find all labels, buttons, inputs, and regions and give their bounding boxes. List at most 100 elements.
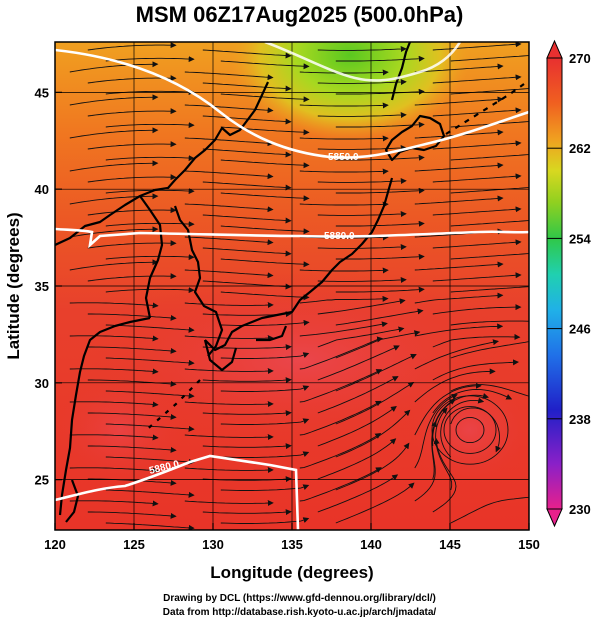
streamline-95 <box>105 254 195 261</box>
streamline-31 <box>202 115 292 125</box>
streamline-3 <box>432 42 522 51</box>
streamline-69 <box>566 186 599 193</box>
streamline-36 <box>220 126 310 136</box>
streamline-206 <box>184 500 274 507</box>
streamline-143 <box>450 341 529 359</box>
streamline-51 <box>220 159 310 169</box>
coastlines <box>55 42 525 523</box>
streamline-126 <box>220 319 310 326</box>
streamline-192 <box>299 433 382 469</box>
streamline-0 <box>87 42 177 51</box>
streamline-68 <box>450 187 529 194</box>
streamline-147 <box>299 336 384 370</box>
colorbar-top-cap <box>546 39 563 59</box>
streamline-97 <box>335 253 425 260</box>
streamline-55 <box>69 160 159 172</box>
streamline-180 <box>87 445 177 453</box>
streamline-186 <box>220 451 310 458</box>
streamline-50 <box>105 155 195 162</box>
streamline-60 <box>87 174 177 183</box>
streamline-57 <box>299 168 389 175</box>
streamline-26 <box>184 104 274 114</box>
streamline-105 <box>87 273 177 282</box>
streamline-151 <box>202 377 292 384</box>
streamline-195 <box>87 478 177 486</box>
streamline-156 <box>220 385 310 392</box>
streamline-44 <box>530 132 599 138</box>
streamline-197 <box>317 438 397 480</box>
geopotential-contours <box>55 42 529 530</box>
streamline-104 <box>530 264 599 270</box>
streamline-134 <box>530 336 599 340</box>
streamline-84 <box>566 219 599 226</box>
cyclone-ring-1 <box>443 406 497 454</box>
streamline-70 <box>69 193 159 205</box>
streamline-142 <box>335 330 421 359</box>
streamline-108 <box>432 272 522 282</box>
streamline-28 <box>414 96 504 106</box>
streamline-85 <box>69 226 159 238</box>
streamline-100 <box>69 259 159 271</box>
streamline-204 <box>566 475 599 490</box>
streamline-81 <box>220 225 310 235</box>
streamline-144 <box>566 343 599 358</box>
streamline-194 <box>530 464 599 472</box>
streamline-163 <box>414 368 496 403</box>
streamline-17 <box>317 79 407 86</box>
streamline-179 <box>530 435 599 446</box>
streamline-176 <box>184 434 274 441</box>
colorbar-gradient <box>546 57 563 510</box>
x-tick-label-2: 130 <box>202 537 224 552</box>
streamline-113 <box>450 286 529 293</box>
contour-5880-line-south <box>55 454 300 530</box>
streamline-110 <box>105 287 195 294</box>
streamline-193 <box>414 394 458 469</box>
streamline-48 <box>432 140 522 150</box>
streamline-211 <box>202 509 292 516</box>
streamline-8 <box>450 55 529 62</box>
streamline-93 <box>432 239 522 249</box>
streamline-140 <box>105 357 195 366</box>
streamline-37 <box>335 121 425 128</box>
streamline-59 <box>530 165 599 171</box>
streamline-92 <box>317 244 407 251</box>
streamline-148 <box>414 339 499 370</box>
streamline-65 <box>105 188 195 195</box>
streamline-138 <box>432 333 521 348</box>
streamline-42 <box>299 135 389 142</box>
streamline-46 <box>202 148 292 158</box>
x-tick-label-6: 150 <box>518 537 540 552</box>
streamline-83 <box>450 220 529 227</box>
streamline-102 <box>299 267 389 274</box>
streamline-116 <box>184 302 274 309</box>
streamline-153 <box>432 359 519 381</box>
streamline-78 <box>432 206 522 216</box>
streamline-123 <box>432 304 522 315</box>
map-title: MSM 06Z17Aug2025 (500.0hPa) <box>135 2 464 27</box>
streamline-27 <box>299 102 389 109</box>
colorbar-bottom-cap <box>546 508 563 528</box>
streamline-149 <box>530 358 599 370</box>
streamline-165 <box>87 412 177 420</box>
streamline-185 <box>105 456 195 465</box>
lat-lon-grid <box>55 42 529 530</box>
streamline-1 <box>202 49 292 59</box>
streamline-98 <box>450 253 529 260</box>
streamline-2 <box>317 46 407 53</box>
streamline-67 <box>335 187 425 194</box>
streamline-52 <box>335 154 425 161</box>
streamline-72 <box>299 201 389 208</box>
streamline-73 <box>414 195 504 205</box>
streamline-133 <box>414 323 504 337</box>
credit-drawing: Drawing by DCL (https://www.gfd-dennou.o… <box>163 593 436 604</box>
streamline-137 <box>317 326 405 348</box>
streamline-24 <box>566 87 599 94</box>
streamline-114 <box>566 285 599 292</box>
streamline-32 <box>317 112 407 119</box>
streamline-53 <box>450 154 529 161</box>
streamline-150 <box>87 379 177 387</box>
streamline-82 <box>335 220 425 227</box>
contour-label-5850: 5850.0 <box>328 152 359 163</box>
wind-streamlines <box>69 42 599 530</box>
streamline-47 <box>317 145 407 152</box>
